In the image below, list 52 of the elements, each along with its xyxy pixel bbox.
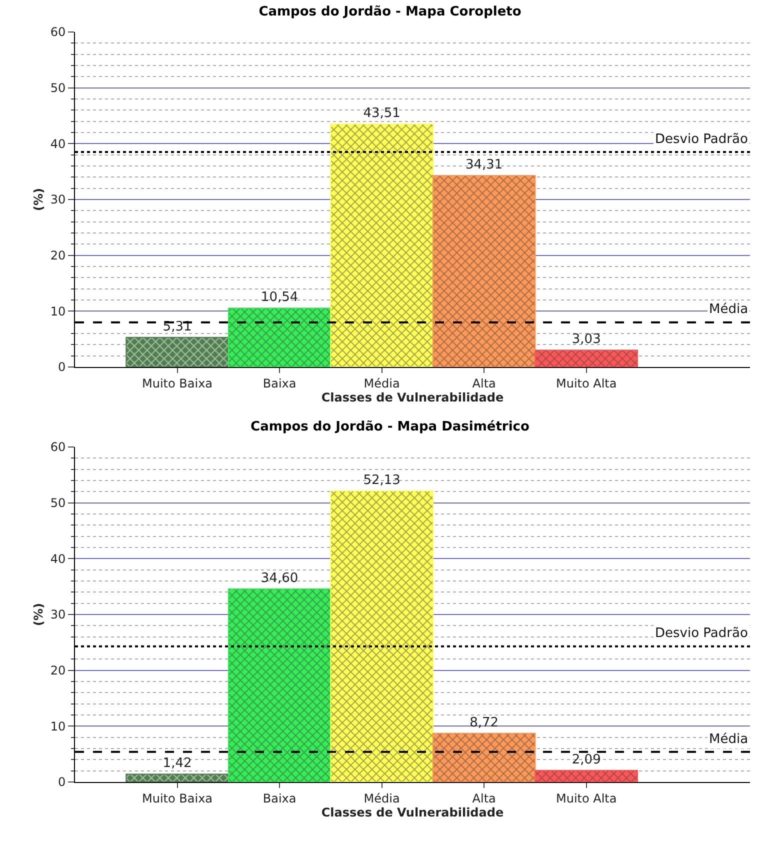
x-tick-label: Muito Alta [556, 791, 617, 806]
data-label: 52,13 [363, 472, 400, 488]
ref-line-label: Média [709, 732, 748, 747]
y-tick-label: 10 [50, 304, 66, 318]
bar [534, 350, 638, 367]
data-label: 34,31 [465, 157, 503, 172]
y-tick-label: 60 [50, 440, 66, 454]
bar [126, 336, 229, 367]
x-tick-label: Muito Baixa [142, 791, 213, 806]
x-tick-label: Alta [472, 791, 496, 806]
data-label: 3,03 [572, 332, 601, 348]
y-tick-label: 60 [50, 25, 66, 40]
x-axis-title: Classes de Vulnerabilidade [321, 390, 504, 404]
bar [228, 588, 332, 782]
y-tick-label: 40 [50, 136, 66, 151]
bar [330, 124, 434, 367]
y-axis-title: (%) [32, 188, 46, 211]
x-tick-label: Média [364, 791, 400, 806]
x-tick-label: Baixa [262, 791, 296, 806]
y-tick-label: 10 [50, 719, 66, 734]
data-label: 10,54 [260, 290, 298, 306]
y-tick-label: 40 [50, 552, 66, 566]
ref-line-label: Desvio Padrão [655, 132, 748, 147]
bar [330, 490, 434, 782]
x-tick-label: Alta [472, 376, 496, 390]
chart-title: Campos do Jordão - Mapa Coropleto [258, 4, 522, 20]
ref-line-label: Desvio Padrão [655, 626, 748, 641]
bar [126, 774, 229, 782]
y-tick-label: 0 [58, 360, 66, 374]
data-label: 43,51 [363, 106, 400, 122]
bar [534, 770, 638, 782]
y-tick-label: 20 [50, 664, 66, 678]
y-tick-label: 0 [58, 775, 66, 790]
y-tick-label: 30 [50, 608, 66, 622]
y-tick-label: 20 [50, 248, 66, 263]
y-tick-label: 50 [50, 81, 66, 96]
x-tick-label: Muito Baixa [142, 376, 213, 390]
y-tick-label: 30 [50, 192, 66, 207]
bar [432, 732, 536, 782]
ref-line-label: Média [709, 302, 748, 317]
y-tick-label: 50 [50, 496, 66, 510]
x-tick-label: Média [364, 376, 400, 390]
x-tick-label: Baixa [262, 376, 296, 390]
data-label: 1,42 [162, 756, 192, 772]
data-label: 2,09 [572, 752, 601, 768]
y-axis-title: (%) [32, 603, 46, 626]
bar [432, 174, 536, 367]
x-tick-label: Muito Alta [556, 376, 617, 390]
x-axis-title: Classes de Vulnerabilidade [321, 805, 504, 820]
chart-title: Campos do Jordão - Mapa Dasimétrico [250, 419, 530, 434]
bar [228, 308, 332, 367]
data-label: 34,60 [260, 570, 298, 586]
